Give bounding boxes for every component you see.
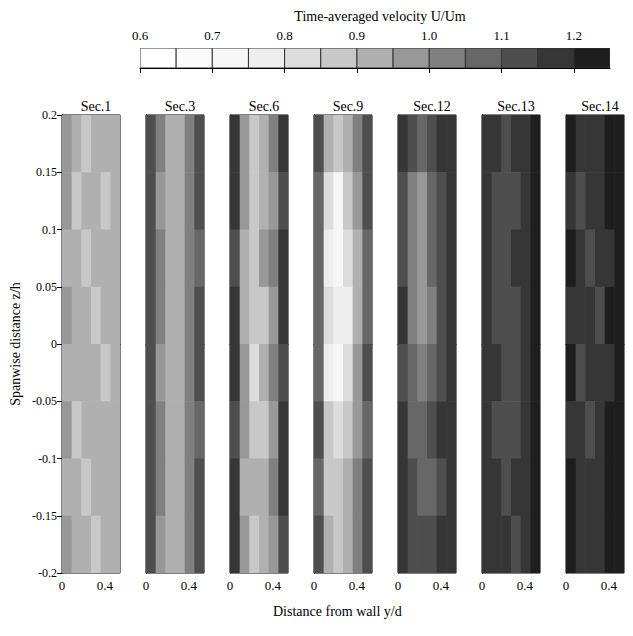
- svg-text:0.9: 0.9: [349, 28, 365, 43]
- svg-text:Distance from wall y/d: Distance from wall y/d: [273, 604, 402, 619]
- svg-text:Sec.1: Sec.1: [81, 99, 112, 114]
- svg-text:0: 0: [563, 578, 570, 593]
- svg-text:0.4: 0.4: [349, 578, 366, 593]
- svg-text:0.7: 0.7: [204, 28, 221, 43]
- svg-text:0: 0: [143, 578, 150, 593]
- svg-text:0.1: 0.1: [42, 223, 57, 237]
- svg-text:1.2: 1.2: [566, 28, 582, 43]
- svg-text:0: 0: [59, 578, 66, 593]
- svg-text:0.05: 0.05: [36, 280, 57, 294]
- svg-text:Sec.12: Sec.12: [413, 99, 451, 114]
- svg-text:0: 0: [395, 578, 402, 593]
- svg-text:1.1: 1.1: [493, 28, 509, 43]
- svg-text:0: 0: [51, 337, 57, 351]
- svg-text:0: 0: [311, 578, 318, 593]
- svg-text:-0.05: -0.05: [32, 394, 57, 408]
- svg-text:Sec.3: Sec.3: [165, 99, 196, 114]
- svg-text:-0.1: -0.1: [38, 452, 57, 466]
- svg-text:Sec.14: Sec.14: [581, 99, 619, 114]
- svg-text:0.4: 0.4: [265, 578, 282, 593]
- svg-text:0.4: 0.4: [517, 578, 534, 593]
- svg-text:0: 0: [227, 578, 234, 593]
- svg-text:0.6: 0.6: [132, 28, 149, 43]
- svg-text:Sec.9: Sec.9: [333, 99, 364, 114]
- svg-text:Sec.13: Sec.13: [497, 99, 535, 114]
- svg-text:0: 0: [479, 578, 486, 593]
- svg-text:-0.15: -0.15: [32, 509, 57, 523]
- svg-text:0.4: 0.4: [433, 578, 450, 593]
- svg-text:0.4: 0.4: [181, 578, 198, 593]
- svg-text:Sec.6: Sec.6: [249, 99, 280, 114]
- svg-text:0.8: 0.8: [276, 28, 292, 43]
- svg-text:0.2: 0.2: [42, 108, 57, 122]
- svg-text:0.4: 0.4: [601, 578, 618, 593]
- svg-text:0.4: 0.4: [97, 578, 114, 593]
- svg-text:-0.2: -0.2: [38, 566, 57, 580]
- svg-text:Spanwise distance z/h: Spanwise distance z/h: [8, 282, 23, 406]
- svg-text:Time-averaged velocity U/Um: Time-averaged velocity U/Um: [294, 9, 465, 24]
- svg-text:0.15: 0.15: [36, 165, 57, 179]
- svg-text:1.0: 1.0: [421, 28, 437, 43]
